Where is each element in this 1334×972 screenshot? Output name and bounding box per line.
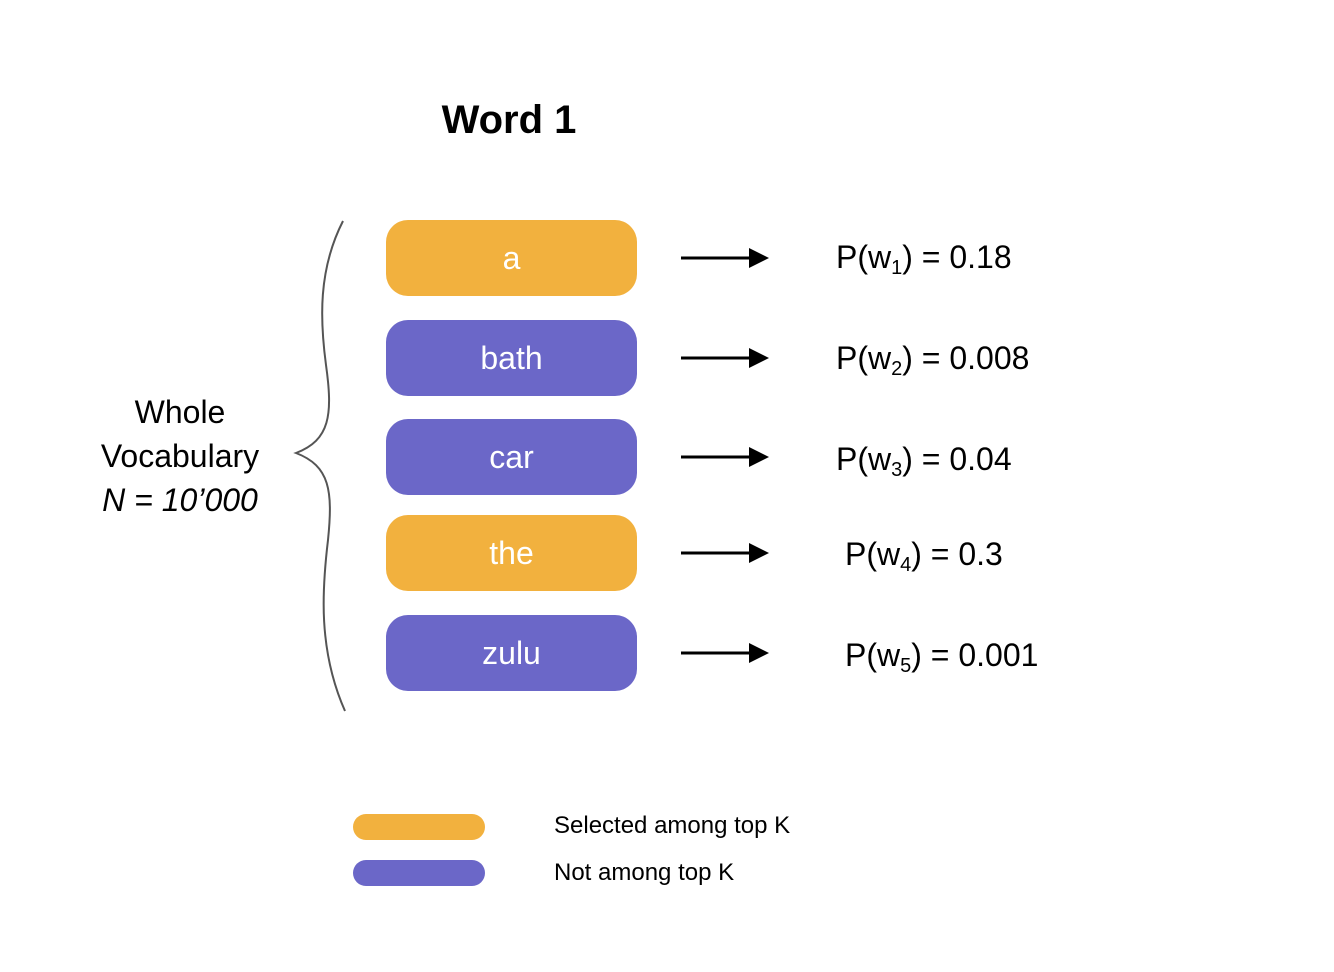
vocabulary-label: Whole Vocabulary N = 10’000 xyxy=(60,390,300,522)
probability-w4: P(w4) = 0.3 xyxy=(845,536,1003,576)
diagram-title: Word 1 xyxy=(441,98,577,142)
vocabulary-size: N = 10’000 xyxy=(102,482,258,518)
probability-w3: P(w3) = 0.04 xyxy=(836,441,1012,481)
arrow-right-icon xyxy=(681,248,769,268)
arrow-right-icon xyxy=(681,543,769,563)
arrow-right-icon xyxy=(681,447,769,467)
legend-label-not-selected: Not among top K xyxy=(554,859,735,886)
arrow-right-icon xyxy=(681,348,769,368)
word-pill-the: the xyxy=(386,515,637,591)
legend-label-selected: Selected among top K xyxy=(554,812,791,839)
arrow-right-icon xyxy=(681,643,769,663)
legend-swatch-selected xyxy=(353,814,485,840)
vocabulary-label-line2: Vocabulary xyxy=(100,438,260,474)
word-pill-bath: bath xyxy=(386,320,637,396)
probability-w5: P(w5) = 0.001 xyxy=(845,637,1039,677)
probability-w1: P(w1) = 0.18 xyxy=(836,239,1012,279)
legend-swatch-not-selected xyxy=(353,860,485,886)
probability-w2: P(w2) = 0.008 xyxy=(836,340,1030,380)
word-pill-zulu: zulu xyxy=(386,615,637,691)
vocabulary-label-line1: Whole xyxy=(134,394,226,430)
word-pill-car: car xyxy=(386,419,637,495)
word-pill-a: a xyxy=(386,220,637,296)
